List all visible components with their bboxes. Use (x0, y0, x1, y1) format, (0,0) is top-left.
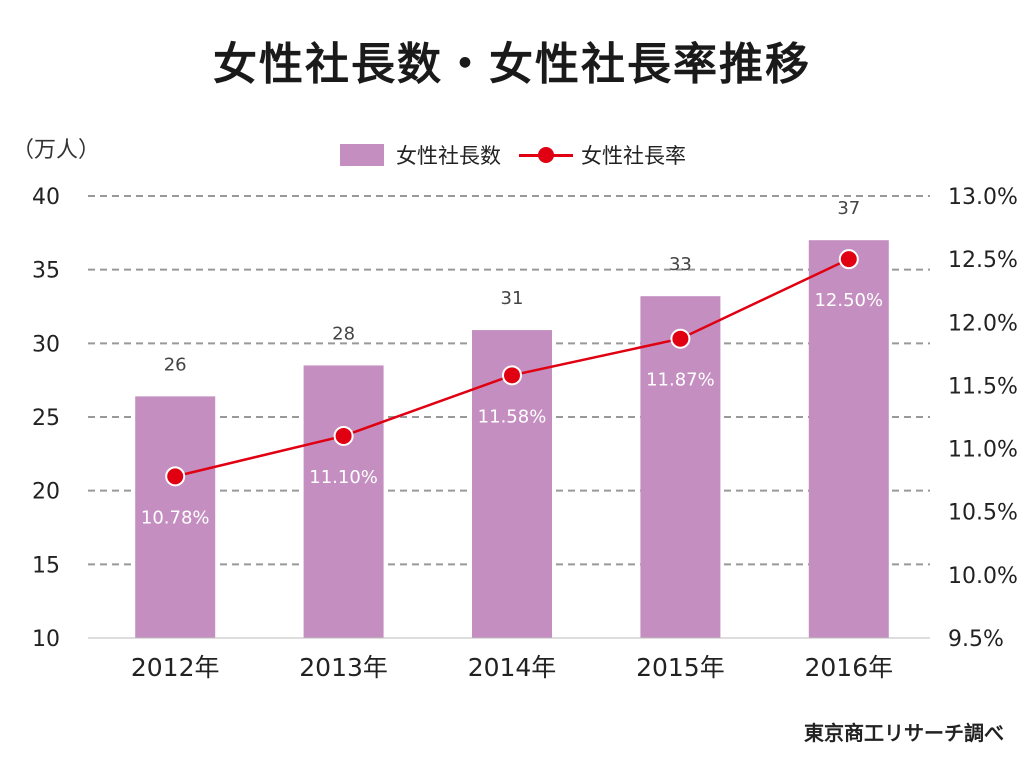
legend-bar-label: 女性社長数 (396, 144, 501, 168)
bar (303, 365, 384, 638)
rate-point (333, 425, 354, 446)
legend-item-bar: 女性社長数 (340, 140, 501, 170)
y-right-tick-label: 11.0% (948, 438, 1018, 463)
y-left-tick-label: 25 (32, 406, 60, 431)
left-axis-unit-label: （万人） (12, 138, 101, 163)
y-left-tick-label: 30 (32, 332, 60, 357)
chart-title: 女性社長数・女性社長率推移 (213, 39, 811, 90)
bar (640, 296, 721, 638)
rate-point (670, 328, 691, 349)
rate-value-label: 11.10% (309, 467, 378, 488)
x-tick-label: 2014年 (468, 653, 557, 682)
y-right-tick-label: 9.5% (948, 627, 1004, 652)
rate-value-label: 11.58% (478, 406, 547, 427)
legend: 女性社長数 女性社長率 (340, 140, 704, 170)
y-left-tick-label: 40 (32, 185, 60, 210)
bar (808, 240, 889, 638)
y-right-tick-label: 12.5% (948, 248, 1018, 273)
y-left-tick-label: 15 (32, 553, 60, 578)
y-right-tick-label: 11.5% (948, 374, 1018, 399)
y-right-tick-label: 13.0% (948, 185, 1018, 210)
rate-value-label: 10.78% (141, 507, 210, 528)
y-right-tick-label: 12.0% (948, 311, 1018, 336)
bar-value-label: 28 (332, 323, 355, 344)
x-tick-label: 2013年 (299, 653, 388, 682)
legend-bar-swatch (340, 144, 384, 166)
legend-line-label: 女性社長率 (581, 144, 686, 168)
legend-item-line: 女性社長率 (519, 140, 686, 170)
y-right-tick-label: 10.0% (948, 564, 1018, 589)
legend-line-swatch (519, 144, 573, 166)
y-left-tick-label: 35 (32, 259, 60, 284)
y-left-tick-label: 10 (32, 627, 60, 652)
source-credit: 東京商工リサーチ調べ (804, 721, 1004, 745)
bar-value-label: 37 (837, 198, 860, 219)
y-right-tick-label: 10.5% (948, 501, 1018, 526)
bar-value-label: 33 (669, 254, 692, 275)
rate-point (838, 249, 859, 270)
rate-value-label: 11.87% (646, 370, 715, 391)
rate-value-label: 12.50% (814, 290, 883, 311)
x-tick-label: 2012年 (131, 653, 220, 682)
x-tick-label: 2016年 (804, 653, 893, 682)
y-left-tick-label: 20 (32, 480, 60, 505)
bar-value-label: 26 (164, 354, 187, 375)
bar-value-label: 31 (501, 288, 524, 309)
rate-point (165, 466, 186, 487)
bar (135, 396, 216, 638)
x-tick-label: 2015年 (636, 653, 725, 682)
rate-point (502, 365, 522, 386)
